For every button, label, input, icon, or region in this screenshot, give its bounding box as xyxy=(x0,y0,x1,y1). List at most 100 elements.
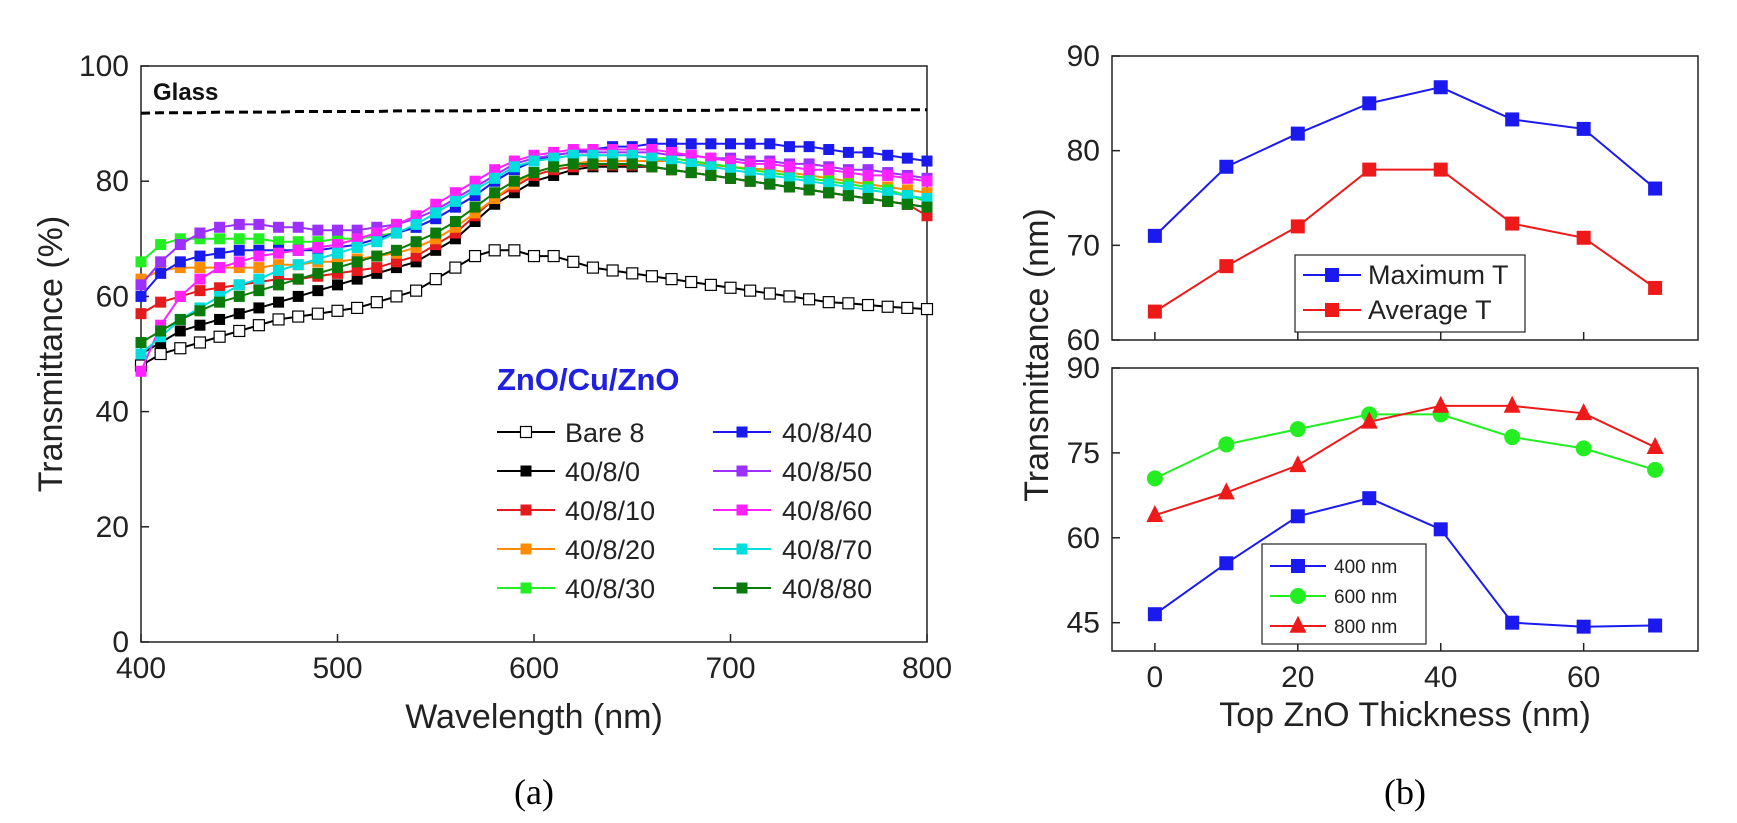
point-b-bottom-800-nm-2 xyxy=(1289,455,1307,473)
point-a-40-8-60-7 xyxy=(273,247,285,259)
point-a-40-8-80-17 xyxy=(469,201,481,213)
point-a-40-8-60-30 xyxy=(725,155,736,167)
point-a-40-8-60-28 xyxy=(685,149,697,161)
point-a-40-8-60-2 xyxy=(174,290,186,302)
point-a-40-8-80-9 xyxy=(312,267,324,279)
legend-marker-a-40-8-40 xyxy=(736,426,748,438)
point-a-40-8-60-11 xyxy=(351,233,363,245)
axis-ticks-a: 0 20 40 60 80 100 400 500 600 700 800 xyxy=(79,50,952,685)
point-a-40-8-60-31 xyxy=(744,158,756,170)
point-a-40-8-60-36 xyxy=(842,167,854,179)
y-tick-label-b-bottom-90: 90 xyxy=(1067,352,1100,385)
point-b-bottom-400-nm-2 xyxy=(1290,509,1305,524)
point-a-40-8-60-19 xyxy=(508,155,520,167)
point-a-40-8-60-25 xyxy=(626,144,638,156)
point-a-40-8-60-1 xyxy=(155,319,167,331)
legend-marker-a-40-8-60 xyxy=(736,504,748,516)
series-layer-b-top xyxy=(1147,80,1663,319)
point-a-40-8-40-4 xyxy=(214,247,226,259)
point-a-40-8-0-11 xyxy=(351,273,363,285)
point-a-40-8-0-9 xyxy=(312,285,324,297)
point-a-40-8-70-5 xyxy=(233,279,245,291)
point-b-bottom-400-nm-4 xyxy=(1433,522,1448,537)
point-a-40-8-80-23 xyxy=(587,158,599,170)
legend-label-b-bottom-800-nm: 800 nm xyxy=(1334,617,1397,638)
panel-a: 0 20 40 60 80 100 400 500 600 700 800 Wavelength (… xyxy=(32,50,952,736)
point-b-top-maximum-t-3 xyxy=(1362,96,1377,111)
legend-title-a: ZnO/Cu/ZnO xyxy=(497,362,680,397)
point-a-40-8-70-16 xyxy=(449,195,461,207)
series-b-top-maximum-t xyxy=(1147,80,1663,243)
point-a-bare-8-14 xyxy=(410,284,423,297)
point-a-40-8-80-34 xyxy=(803,184,815,196)
point-a-40-8-0-7 xyxy=(273,296,285,308)
point-a-40-8-20-7 xyxy=(273,259,285,271)
point-a-bare-8-17 xyxy=(468,249,482,263)
point-a-40-8-60-18 xyxy=(489,164,501,176)
legend-item-b-top-maximum-t: Maximum T xyxy=(1303,260,1509,290)
series-b-bottom-800-nm xyxy=(1146,395,1664,522)
legend-item-a-40-8-20: 40/8/20 xyxy=(497,535,655,565)
point-a-40-8-30-2 xyxy=(174,233,186,245)
point-a-40-8-60-22 xyxy=(567,144,579,156)
series-line-b-top-maximum-t xyxy=(1154,86,1656,237)
point-a-40-8-70-9 xyxy=(312,253,324,265)
x-tick-label-b-bottom-20: 20 xyxy=(1281,661,1314,694)
point-a-bare-8-5 xyxy=(233,324,246,338)
series-a-glass xyxy=(140,108,927,115)
point-a-40-8-0-21 xyxy=(548,169,560,181)
point-b-bottom-400-nm-5 xyxy=(1505,615,1520,630)
point-a-40-8-60-9 xyxy=(312,241,324,253)
point-a-40-8-80-24 xyxy=(607,158,619,170)
point-b-top-average-t-6 xyxy=(1576,230,1591,245)
point-a-bare-8-22 xyxy=(567,255,580,268)
point-a-bare-8-32 xyxy=(763,287,776,300)
axis-ticks-b-top: 60 70 80 90 xyxy=(1067,40,1585,357)
point-a-40-8-40-33 xyxy=(783,141,795,153)
point-a-40-8-50-10 xyxy=(332,224,343,236)
point-a-40-8-20-40 xyxy=(921,187,933,199)
point-a-bare-8-35 xyxy=(822,296,835,309)
point-a-40-8-50-0 xyxy=(135,279,147,291)
point-a-40-8-60-35 xyxy=(823,164,835,176)
legend-marker-a-40-8-10 xyxy=(520,504,532,516)
point-a-40-8-10-14 xyxy=(410,250,422,262)
x-axis-title-a: Wavelength (nm) xyxy=(405,698,663,736)
y-tick-label-a-80: 80 xyxy=(96,165,129,198)
legend-item-a-40-8-30: 40/8/30 xyxy=(497,574,655,604)
legend-marker-a-40-8-70 xyxy=(736,543,748,555)
point-a-40-8-70-32 xyxy=(764,169,776,181)
point-a-bare-8-6 xyxy=(252,319,265,332)
point-b-bottom-800-nm-1 xyxy=(1217,482,1235,500)
point-a-40-8-80-32 xyxy=(764,178,776,190)
point-a-40-8-80-5 xyxy=(233,290,245,302)
point-a-40-8-50-9 xyxy=(312,224,324,236)
plot-area-b-bottom xyxy=(1111,367,1699,652)
y-tick-label-b-top-70: 70 xyxy=(1067,229,1100,262)
point-a-40-8-60-3 xyxy=(194,273,206,285)
legend-item-a-40-8-0: 40/8/0 xyxy=(497,457,640,487)
point-b-top-average-t-3 xyxy=(1362,162,1377,177)
point-b-top-maximum-t-2 xyxy=(1290,126,1305,141)
legend-item-b-bottom-400-nm: 400 nm xyxy=(1270,557,1397,578)
point-a-bare-8-16 xyxy=(449,261,462,274)
point-a-bare-8-40 xyxy=(920,302,934,316)
legend-item-a-40-8-70: 40/8/70 xyxy=(713,535,872,565)
legend-marker-a-bare-8 xyxy=(519,425,533,439)
point-b-top-average-t-0 xyxy=(1147,304,1162,319)
panel-b-bottom: 45 60 75 90 0 20 40 60 400 nm 600 nm 800 nm Top Z… xyxy=(1067,352,1699,734)
point-a-40-8-60-12 xyxy=(371,227,383,239)
point-a-40-8-40-40 xyxy=(921,155,933,167)
series-b-bottom-400-nm xyxy=(1147,491,1663,634)
legend-item-b-bottom-800-nm: 800 nm xyxy=(1270,615,1397,638)
series-line-b-bottom-800-nm xyxy=(1154,404,1656,517)
point-a-40-8-80-26 xyxy=(646,161,658,173)
caption-b: (b) xyxy=(1384,772,1426,812)
point-a-40-8-20-16 xyxy=(449,221,461,233)
point-a-bare-8-34 xyxy=(802,293,816,306)
point-a-40-8-40-1 xyxy=(155,267,167,279)
point-b-bottom-800-nm-6 xyxy=(1575,403,1593,421)
point-a-bare-8-15 xyxy=(429,273,442,286)
x-tick-label-a-500: 500 xyxy=(312,652,362,685)
